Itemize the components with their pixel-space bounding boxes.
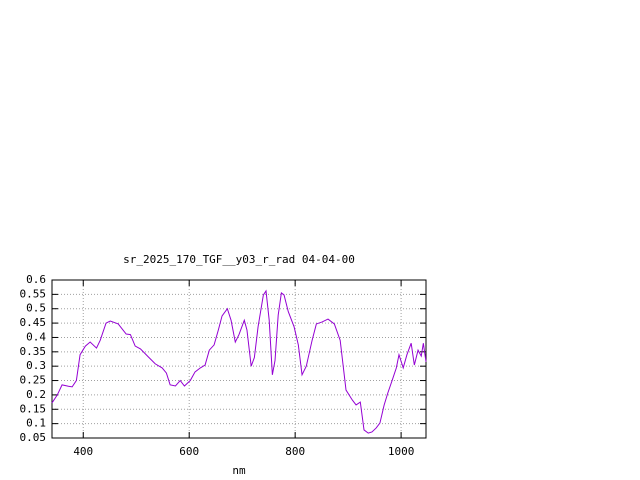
y-tick-label: 0.2: [26, 388, 46, 401]
y-tick-label: 0.6: [26, 273, 46, 286]
y-tick-label: 0.4: [26, 330, 46, 343]
y-tick-label: 0.5: [26, 302, 46, 315]
x-tick-label: 1000: [388, 445, 415, 458]
data-line: [51, 289, 427, 434]
y-tick-label: 0.25: [20, 374, 47, 387]
x-tick-label: 400: [73, 445, 93, 458]
x-tick-label: 800: [285, 445, 305, 458]
y-tick-label: 0.3: [26, 359, 46, 372]
y-tick-label: 0.35: [20, 345, 47, 358]
y-tick-label: 0.55: [20, 287, 47, 300]
x-axis-label: nm: [232, 464, 246, 477]
y-tick-label: 0.1: [26, 417, 46, 430]
x-tick-label: 600: [179, 445, 199, 458]
plot-frame: [51, 279, 427, 439]
chart-title: sr_2025_170_TGF__y03_r_rad 04-04-00: [123, 253, 355, 266]
y-tick-label: 0.15: [20, 402, 47, 415]
y-tick-label: 0.45: [20, 316, 47, 329]
y-tick-label: 0.05: [20, 431, 47, 444]
